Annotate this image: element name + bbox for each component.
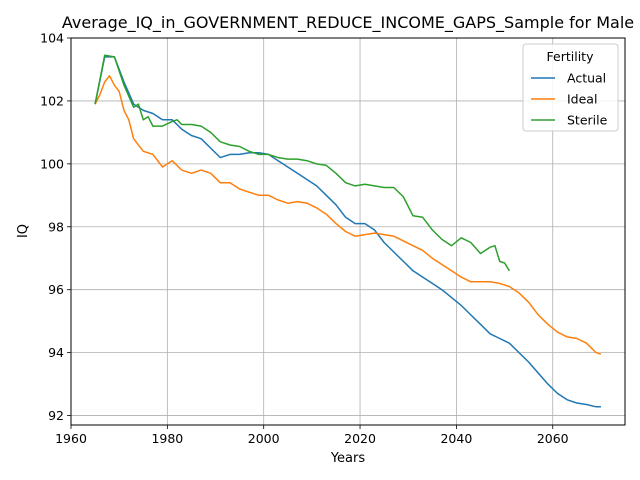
y-axis: 92 94 96 98 100 102 104 [40,31,71,423]
x-tick-label: 1960 [55,431,87,446]
legend-title: Fertility [547,49,595,64]
y-tick-label: 98 [48,219,64,234]
series-layer [94,54,602,408]
legend-box [522,43,619,132]
x-axis-label: Years [330,451,366,466]
legend-label-sterile: Sterile [567,113,608,128]
plot-frame [70,37,626,426]
y-axis-label: IQ [16,224,31,238]
y-tick-label: 100 [40,156,64,171]
y-tick-label: 94 [48,345,64,360]
x-tick-label: 2040 [440,431,472,446]
x-tick-label: 2060 [537,431,569,446]
legend: Fertility Actual Ideal Sterile [522,43,619,132]
y-tick-label: 96 [48,282,64,297]
legend-items: Actual Ideal Sterile [531,71,608,128]
legend-label-actual: Actual [567,71,606,86]
x-tick-label: 2000 [248,431,280,446]
series-line-actual [94,56,601,408]
grid-lines [70,37,625,425]
chart-title: Average_IQ_in_GOVERNMENT_REDUCE_INCOME_G… [62,13,634,33]
series-line-ideal [94,75,602,355]
series-line-sterile [94,54,511,272]
legend-label-ideal: Ideal [567,92,597,107]
x-tick-label: 1980 [151,431,183,446]
x-tick-label: 2020 [344,431,376,446]
y-tick-label: 102 [40,93,64,108]
x-axis: 1960 1980 2000 2020 2040 2060 [55,425,569,446]
y-tick-label: 92 [48,408,64,423]
y-tick-label: 104 [40,31,64,46]
